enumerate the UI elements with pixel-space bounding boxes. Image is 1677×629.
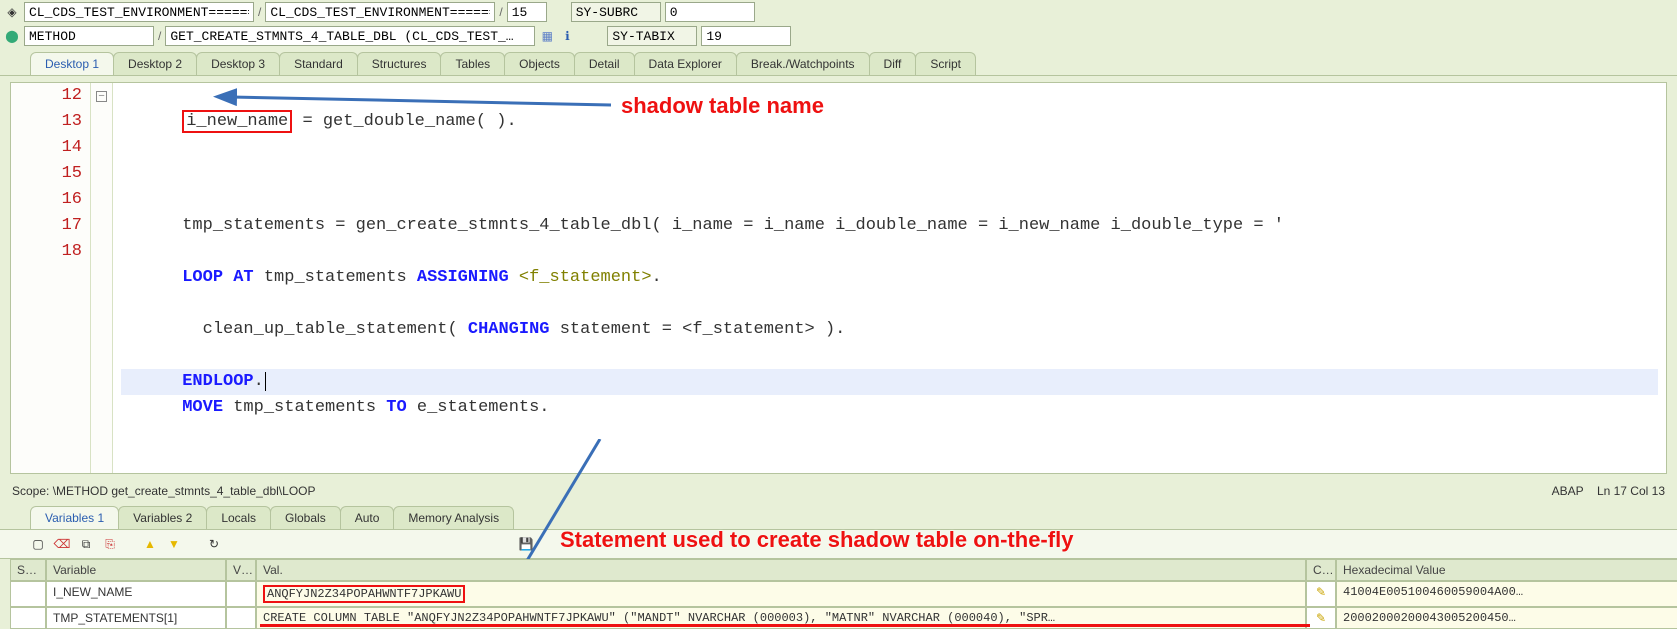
tab-desktop-1[interactable]: Desktop 1 <box>30 52 114 75</box>
sy-tabix-label <box>607 26 697 46</box>
var-tab-variables-1[interactable]: Variables 1 <box>30 506 119 529</box>
copy-icon[interactable]: ⧉ <box>78 536 94 552</box>
grid-v <box>226 607 256 629</box>
class-field-2[interactable] <box>265 2 495 22</box>
code-text: statement = <f_statement> ). <box>560 320 846 339</box>
type-field[interactable] <box>24 26 154 46</box>
grid-header[interactable]: Val. <box>256 559 1306 581</box>
kw-to: TO <box>386 398 406 417</box>
tab-data-explorer[interactable]: Data Explorer <box>634 52 737 75</box>
line-field[interactable] <box>507 2 547 22</box>
field-symbol: <f_statement> <box>519 268 652 287</box>
cursor-pos: Ln 17 Col 13 <box>1597 484 1665 498</box>
line-number-gutter: 12131415161718 <box>11 83 91 473</box>
class-field-1[interactable] <box>24 2 254 22</box>
code-text: e_statements <box>417 398 539 417</box>
code-editor: ➪ 12131415161718 − i_new_name = get_doub… <box>10 82 1667 474</box>
grid-status <box>10 607 46 629</box>
grid-header[interactable]: C… <box>1306 559 1336 581</box>
kw-endloop: ENDLOOP <box>182 372 253 391</box>
grid-header[interactable]: S… <box>10 559 46 581</box>
tab-desktop-2[interactable]: Desktop 2 <box>113 52 197 75</box>
grid-hex: 41004E005100460059004A00… <box>1336 581 1677 607</box>
edit-icon[interactable]: ✎ <box>1306 581 1336 607</box>
code-area[interactable]: i_new_name = get_double_name( ). tmp_sta… <box>113 83 1666 473</box>
editor-status-bar: Scope: \METHOD get_create_stmnts_4_table… <box>0 480 1677 502</box>
sy-tabix-value[interactable] <box>701 26 791 46</box>
kw-move: MOVE <box>182 398 223 417</box>
tab-structures[interactable]: Structures <box>357 52 442 75</box>
grid-header[interactable]: V… <box>226 559 256 581</box>
annotation-statement: Statement used to create shadow table on… <box>560 527 1073 553</box>
tab-script[interactable]: Script <box>915 52 976 75</box>
var-tab-locals[interactable]: Locals <box>206 506 271 529</box>
grid-header[interactable]: Variable <box>46 559 226 581</box>
code-line: tmp_statements = gen_create_stmnts_4_tab… <box>121 213 1658 239</box>
main-tab-bar: Desktop 1Desktop 2Desktop 3StandardStruc… <box>0 48 1677 76</box>
variables-grid: S…VariableV…Val.C…Hexadecimal ValueI_NEW… <box>10 559 1667 629</box>
var-tab-variables-2[interactable]: Variables 2 <box>118 506 207 529</box>
grid-variable: I_NEW_NAME <box>46 581 226 607</box>
fold-gutter: − <box>91 83 113 473</box>
code-text: clean_up_table_statement( <box>203 320 458 339</box>
code-text: tmp_statements <box>233 398 376 417</box>
toolbar-row-1: ◈ / / <box>0 0 1677 24</box>
grid-v <box>226 581 256 607</box>
grid-header[interactable]: Hexadecimal Value <box>1336 559 1677 581</box>
kw-assigning: ASSIGNING <box>417 268 509 287</box>
var-tab-auto[interactable]: Auto <box>340 506 395 529</box>
tab-standard[interactable]: Standard <box>279 52 358 75</box>
delete-icon[interactable]: ⌫ <box>54 536 70 552</box>
method-field[interactable] <box>165 26 535 46</box>
paste-icon[interactable]: ⎘ <box>102 536 118 552</box>
boxed-variable: i_new_name <box>182 110 292 133</box>
nav-icon[interactable]: ▦ <box>539 28 555 44</box>
info-icon[interactable]: ℹ <box>559 28 575 44</box>
kw-changing: CHANGING <box>468 320 550 339</box>
scope-text: Scope: \METHOD get_create_stmnts_4_table… <box>12 484 316 498</box>
grid-variable: TMP_STATEMENTS[1] <box>46 607 226 629</box>
variables-tab-bar: Variables 1Variables 2LocalsGlobalsAutoM… <box>0 502 1677 530</box>
toolbar-row-2: ⬤ / ▦ ℹ <box>0 24 1677 48</box>
var-tab-globals[interactable]: Globals <box>270 506 341 529</box>
tab-break-watchpoints[interactable]: Break./Watchpoints <box>736 52 870 75</box>
sort-asc-icon[interactable]: ▲ <box>142 536 158 552</box>
code-text: = get_double_name( ). <box>292 112 516 131</box>
tab-diff[interactable]: Diff <box>869 52 917 75</box>
red-underline <box>260 624 1310 627</box>
tab-objects[interactable]: Objects <box>504 52 575 75</box>
save-icon[interactable]: 💾 <box>518 536 534 552</box>
sy-subrc-value[interactable] <box>665 2 755 22</box>
annotation-shadow-table: shadow table name <box>621 93 824 119</box>
object-icon: ◈ <box>4 4 20 20</box>
grid-value: ANQFYJN2Z34POPAHWNTF7JPKAWU <box>256 581 1306 607</box>
grid-hex: 20002000200043005200450… <box>1336 607 1677 629</box>
method-icon: ⬤ <box>4 28 20 44</box>
kw-loop: LOOP AT <box>182 268 253 287</box>
sy-subrc-label <box>571 2 661 22</box>
code-text: tmp_statements <box>264 268 407 287</box>
var-tab-memory-analysis[interactable]: Memory Analysis <box>393 506 514 529</box>
grid-status <box>10 581 46 607</box>
tab-detail[interactable]: Detail <box>574 52 635 75</box>
lang-badge: ABAP <box>1552 484 1584 498</box>
edit-icon[interactable]: ✎ <box>1306 607 1336 629</box>
tab-desktop-3[interactable]: Desktop 3 <box>196 52 280 75</box>
tab-tables[interactable]: Tables <box>440 52 505 75</box>
new-icon[interactable]: ▢ <box>30 536 46 552</box>
sort-desc-icon[interactable]: ▼ <box>166 536 182 552</box>
refresh-icon[interactable]: ↻ <box>206 536 222 552</box>
